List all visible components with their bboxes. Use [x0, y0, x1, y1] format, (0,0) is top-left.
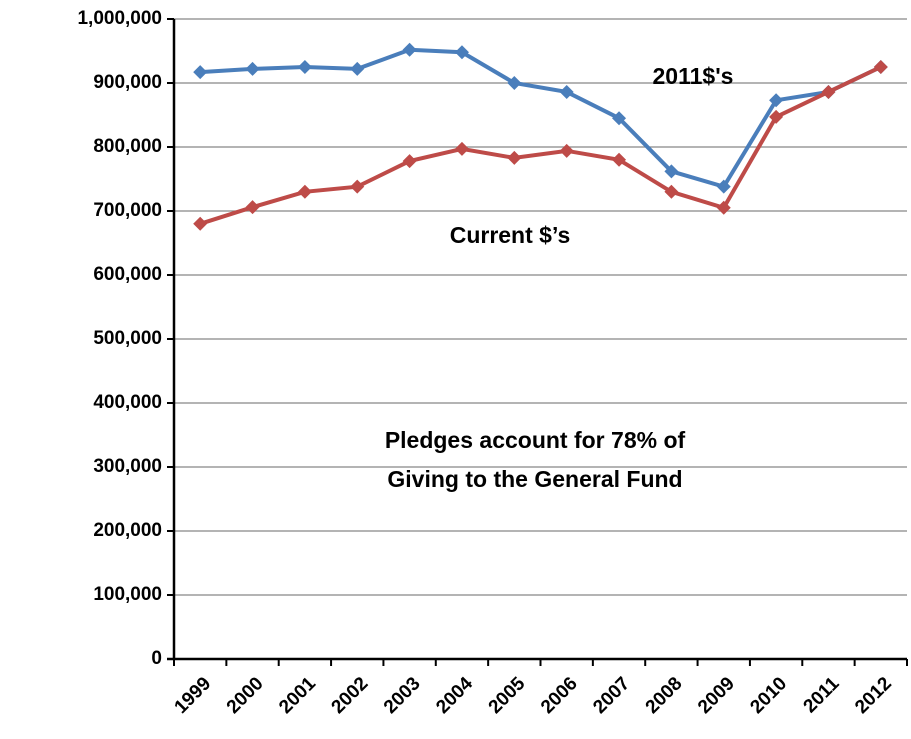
data-point — [664, 184, 679, 199]
x-tick-label: 2010 — [746, 673, 791, 718]
x-tick-label: 2002 — [328, 673, 373, 718]
data-point — [716, 179, 731, 194]
y-tick-label: 100,000 — [93, 584, 162, 605]
y-tick-label: 900,000 — [93, 72, 162, 93]
data-point — [350, 61, 365, 76]
data-point — [245, 200, 260, 215]
data-point — [873, 60, 888, 74]
x-tick-label: 2007 — [589, 673, 634, 718]
series-label: Current $’s — [450, 222, 571, 248]
x-tick-label: 2000 — [223, 673, 268, 718]
x-tick-label: 2012 — [851, 673, 896, 718]
x-tick-label: 2009 — [694, 673, 739, 718]
data-point — [350, 179, 365, 194]
data-point — [769, 93, 784, 108]
data-point — [193, 65, 208, 80]
data-point — [245, 61, 260, 76]
data-point — [402, 154, 417, 169]
x-tick-label: 2004 — [432, 673, 477, 718]
data-point — [612, 152, 627, 167]
series-line — [199, 65, 882, 226]
data-point — [454, 45, 469, 60]
data-point — [716, 200, 731, 215]
data-point — [297, 184, 312, 199]
x-tick-label: 1999 — [171, 673, 216, 718]
annotation: Pledges account for 78% of — [385, 427, 686, 453]
data-point — [402, 42, 417, 57]
x-tick-label: 2001 — [275, 673, 320, 718]
data-point — [454, 141, 469, 156]
series-line — [200, 47, 882, 190]
y-tick-label: 400,000 — [93, 392, 162, 413]
y-tick-label: 200,000 — [93, 520, 162, 541]
x-tick-label: 2011 — [800, 673, 844, 717]
data-point — [507, 150, 522, 165]
data-point — [664, 164, 679, 179]
x-tick-label: 2006 — [537, 673, 582, 718]
y-tick-label: 800,000 — [93, 136, 162, 157]
y-tick-label: 0 — [151, 648, 162, 669]
data-point — [769, 109, 784, 124]
x-tick-label: 2008 — [642, 673, 687, 718]
y-tick-label: 600,000 — [93, 264, 162, 285]
y-tick-label: 700,000 — [93, 200, 162, 221]
data-point — [612, 111, 627, 126]
x-tick-label: 2005 — [485, 673, 530, 718]
data-point — [297, 60, 312, 74]
data-point — [559, 84, 574, 99]
y-tick-label: 1,000,000 — [77, 8, 162, 29]
data-point — [193, 216, 208, 231]
data-point — [821, 84, 836, 99]
annotation: Giving to the General Fund — [387, 466, 682, 492]
data-point — [507, 76, 522, 90]
series-label: 2011$'s — [653, 63, 734, 89]
y-tick-label: 300,000 — [93, 456, 162, 477]
data-point — [559, 143, 574, 158]
y-tick-label: 500,000 — [93, 328, 162, 349]
x-tick-label: 2003 — [380, 673, 425, 718]
